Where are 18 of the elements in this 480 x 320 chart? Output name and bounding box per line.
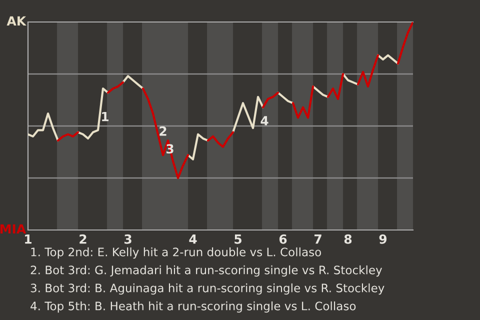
text: AK xyxy=(6,16,26,26)
annotation: 2 xyxy=(160,126,166,136)
text: 4. Top 5th: B. Heath hit a run-scoring single vs L. Collaso xyxy=(30,301,356,313)
x-tick-label: 9 xyxy=(379,234,387,244)
x-tick-label: 2 xyxy=(80,234,86,244)
x-tick-label: 7 xyxy=(314,234,322,244)
x-tick-label: 3 xyxy=(124,234,132,244)
x-tick-label: 4 xyxy=(189,234,197,244)
text: 2. Bot 3rd: G. Jemadari hit a run-scoring single vs R. Stockley xyxy=(30,265,382,277)
text: MIA xyxy=(0,224,26,234)
x-tick-label: 6 xyxy=(279,234,287,244)
x-tick-label: 5 xyxy=(234,234,242,244)
x-tick-label: 8 xyxy=(344,234,352,244)
annotation: 4 xyxy=(260,116,268,126)
x-tick-label: 1 xyxy=(25,234,32,244)
text: 1. Top 2nd: E. Kelly hit a 2-run double vs L. Collaso xyxy=(31,247,321,259)
annotation: 1 xyxy=(102,112,108,122)
text: 3. Bot 3rd: B. Aguinaga hit a run-scoring single vs R. Stockley xyxy=(30,283,384,295)
